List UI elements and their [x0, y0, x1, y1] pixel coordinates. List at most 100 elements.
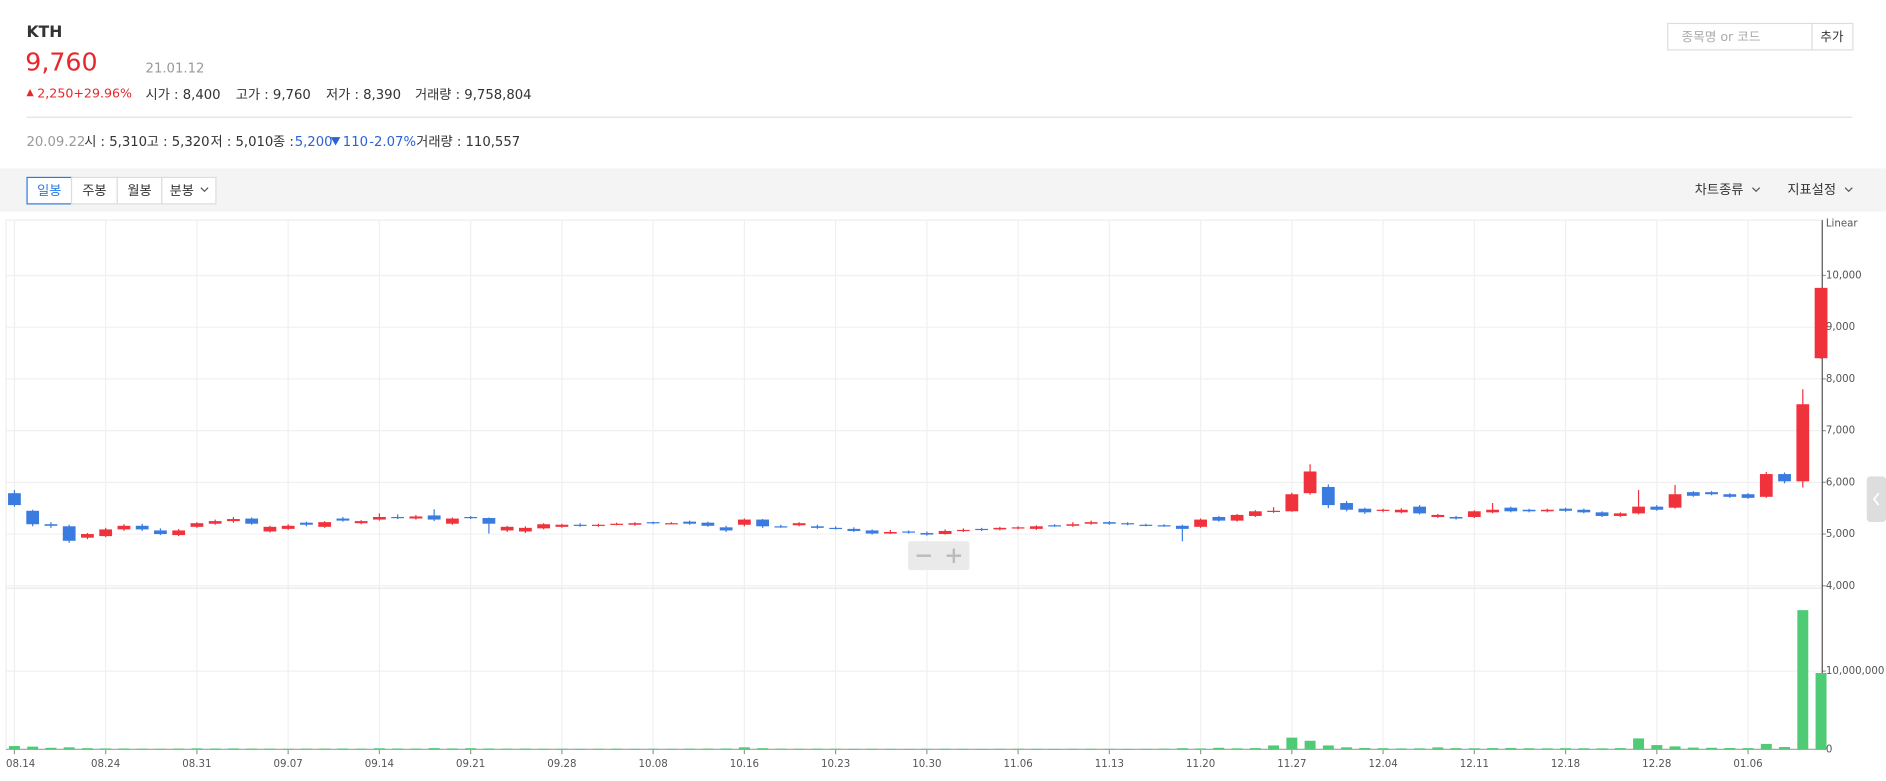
- detail-volume: 거래량 : 110,557: [416, 134, 520, 150]
- search-input[interactable]: [1667, 22, 1813, 51]
- candle-body: [646, 522, 660, 524]
- volume-bar: [337, 748, 349, 750]
- volume-bar: [1414, 748, 1426, 750]
- candle-body: [1340, 503, 1353, 510]
- x-tick-label: 12.11: [1460, 759, 1489, 770]
- volume-bar: [1195, 748, 1207, 750]
- volume-bar: [1614, 748, 1626, 750]
- volume-bar: [446, 748, 458, 750]
- volume-bar: [1815, 673, 1827, 750]
- candle-body: [1449, 516, 1463, 519]
- change-percent: +29.96%: [73, 85, 132, 100]
- volume-bar: [1523, 748, 1535, 750]
- y-tick-label: 7,000: [1826, 426, 1855, 437]
- candle-body: [1102, 522, 1116, 524]
- candle-body: [920, 533, 934, 535]
- candle-body: [1668, 494, 1682, 508]
- volume-bar: [1468, 748, 1480, 750]
- volume-bar: [1541, 748, 1553, 750]
- x-tick-label: 11.13: [1095, 759, 1124, 770]
- volume-bar: [1268, 745, 1280, 750]
- candle-body: [592, 524, 605, 526]
- volume-bar: [209, 748, 221, 750]
- volume-bar: [1706, 747, 1718, 750]
- volume-bar: [1505, 747, 1517, 750]
- candle-body: [1431, 514, 1445, 517]
- candle-body: [1723, 494, 1737, 497]
- volume-bar: [684, 748, 696, 750]
- candle-body: [664, 523, 678, 525]
- volume-bar: [957, 748, 969, 750]
- candle-body: [883, 531, 897, 534]
- candle-body: [756, 519, 770, 527]
- period-button[interactable]: [70, 176, 118, 205]
- volume-bar: [410, 748, 422, 750]
- period-button[interactable]: [116, 176, 163, 205]
- candle-body: [1796, 404, 1810, 482]
- volume-bar: [866, 748, 878, 750]
- volume-bar: [1359, 747, 1371, 750]
- side-panel-toggle[interactable]: [1866, 476, 1886, 523]
- candle-body: [1394, 509, 1408, 513]
- menu-indicators[interactable]: 지표설정: [1787, 182, 1836, 198]
- volume-bar: [1450, 748, 1462, 750]
- volume-bar: [154, 748, 166, 750]
- volume-bar: [994, 748, 1006, 750]
- candle-body: [8, 493, 21, 506]
- volume-bar: [173, 748, 185, 750]
- volume-bar: [282, 748, 294, 750]
- candle-body: [1814, 287, 1828, 359]
- volume-bar: [355, 748, 367, 750]
- volume-bar: [1341, 747, 1353, 750]
- add-button[interactable]: [1811, 22, 1854, 51]
- period-button[interactable]: [161, 176, 217, 205]
- candle-body: [683, 521, 697, 524]
- period-button-label: 주봉: [82, 183, 106, 199]
- volume-bar: [519, 748, 531, 750]
- candle-body: [737, 519, 751, 525]
- candle-body: [719, 527, 733, 531]
- dropdown-icon: [200, 187, 209, 193]
- volume-bar: [1231, 748, 1243, 750]
- volume-bar: [1158, 748, 1170, 750]
- candle-body: [1559, 508, 1572, 511]
- candle-body: [1376, 509, 1390, 511]
- candle-body: [1741, 494, 1755, 498]
- candle-body: [956, 529, 970, 532]
- detail-open: 시 : 5,310: [84, 135, 147, 150]
- candle-body: [300, 522, 313, 525]
- volume-bar: [1596, 748, 1608, 750]
- volume-bar: [392, 748, 404, 750]
- period-buttons: 일봉 주봉 월봉 분봉: [26, 176, 217, 205]
- candle-body: [1358, 508, 1372, 513]
- volume-bar: [1797, 610, 1809, 750]
- x-tick-label: 08.31: [182, 759, 211, 770]
- x-tick-label: 10.16: [730, 759, 759, 770]
- candle-body: [1066, 524, 1080, 526]
- volume-bar: [465, 748, 477, 750]
- candle-body: [1248, 511, 1262, 516]
- detail-close-label: 종 :: [273, 135, 294, 150]
- candle-body: [172, 530, 186, 536]
- candle-body: [245, 518, 259, 524]
- stat-high: 고가 : 9,760: [236, 87, 311, 103]
- candle-body: [373, 516, 386, 520]
- candle-body: [1595, 512, 1609, 516]
- candle-body: [1157, 525, 1171, 527]
- menu-chart-type[interactable]: 차트종류: [1695, 182, 1744, 198]
- candle-body: [354, 521, 368, 524]
- volume-bar: [100, 748, 112, 750]
- candle-body: [427, 515, 441, 520]
- candle-body: [62, 526, 76, 541]
- candle-body: [810, 526, 824, 528]
- volume-bar: [1578, 748, 1590, 750]
- detail-date: 20.09.22: [26, 135, 85, 150]
- candle-body: [190, 523, 204, 527]
- volume-bar: [1067, 748, 1079, 750]
- volume-bar: [264, 748, 276, 750]
- volume-bar: [1085, 748, 1097, 750]
- volume-bar: [118, 748, 130, 750]
- candle-body: [1212, 516, 1226, 521]
- volume-bar: [921, 748, 933, 750]
